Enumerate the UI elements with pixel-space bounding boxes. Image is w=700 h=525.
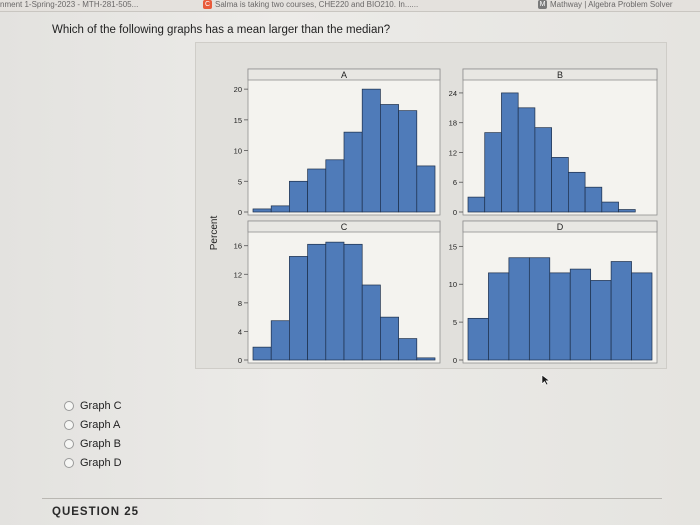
panel-d-ytick-label: 10 xyxy=(449,280,457,289)
panel-a-bar xyxy=(270,205,290,213)
option-label: Graph C xyxy=(80,399,122,412)
browser-tab-mathway[interactable]: M Mathway | Algebra Problem Solver xyxy=(538,0,673,10)
panel-c-bar xyxy=(343,243,363,361)
panel-d-strip xyxy=(462,220,658,233)
option-label: Graph A xyxy=(80,418,121,431)
option-graph-c[interactable]: Graph C xyxy=(64,396,122,415)
panel-c-bar xyxy=(361,284,381,361)
panel-b-strip xyxy=(462,68,658,81)
panel-a-ytick-label: 5 xyxy=(238,177,242,186)
panel-b-bar xyxy=(501,92,519,213)
panel-d-ytick-label: 5 xyxy=(453,318,457,327)
panel-c-bar xyxy=(270,320,290,361)
panel-b-ytick-label: 0 xyxy=(453,208,457,217)
panel-d-bar xyxy=(549,272,571,361)
panel-d-bar xyxy=(631,272,653,361)
option-label: Graph B xyxy=(80,437,121,450)
panel-d-bar xyxy=(590,280,612,361)
panel-d-bar xyxy=(488,272,510,361)
panel-b-bar xyxy=(484,132,502,213)
panel-b-bar xyxy=(551,157,569,213)
radio-button[interactable] xyxy=(64,419,74,430)
panel-a-ytick-label: 0 xyxy=(238,208,242,217)
panel-a-bar xyxy=(380,104,399,213)
panel-a-bar xyxy=(398,110,418,213)
browser-tab-assignment[interactable]: nment 1-Spring-2023 - MTH-281-505... xyxy=(0,0,138,10)
panel-b-bar xyxy=(584,186,603,213)
y-axis-label: Percent xyxy=(209,216,220,251)
panel-b-bar xyxy=(467,196,486,213)
panel-c-strip xyxy=(247,220,441,233)
panel-a-bar xyxy=(416,165,436,213)
panel-c-bar xyxy=(398,338,418,361)
radio-button[interactable] xyxy=(64,438,74,449)
panel-c-bar xyxy=(252,346,272,361)
panel-d-bar xyxy=(528,257,551,361)
panel-a-title: A xyxy=(341,70,347,80)
panel-a-bar xyxy=(343,131,363,213)
panel-b-bar xyxy=(618,209,636,213)
histogram-figure: Percent A 0 5 10 15 20 B 0 6 12 18 24 C 0 4 8 12 16 D 0 5 10 1… xyxy=(195,42,667,369)
panel-b-bar xyxy=(568,171,586,213)
section-divider xyxy=(42,498,662,499)
mathway-icon: M xyxy=(538,0,547,9)
panel-c-ytick-label: 12 xyxy=(234,270,242,279)
tab-label: Mathway | Algebra Problem Solver xyxy=(550,0,673,9)
answer-options: Graph C Graph A Graph B Graph D xyxy=(64,396,122,472)
panel-c-ytick-label: 8 xyxy=(238,299,242,308)
panel-c-bar xyxy=(416,357,436,361)
panel-b-title: B xyxy=(557,70,563,80)
radio-button[interactable] xyxy=(64,457,74,468)
question-text: Which of the following graphs has a mean… xyxy=(52,24,391,36)
panel-a-bar xyxy=(307,168,327,213)
option-graph-d[interactable]: Graph D xyxy=(64,453,122,472)
panel-b-ytick-label: 18 xyxy=(449,119,457,128)
panel-d-bar xyxy=(467,317,489,361)
panel-a-strip xyxy=(247,68,441,81)
panel-c-bar xyxy=(380,316,399,361)
panel-b-ytick-label: 24 xyxy=(449,89,457,98)
panel-a-bar xyxy=(325,159,345,213)
panel-d-bar xyxy=(508,257,530,361)
panel-b-ytick-label: 6 xyxy=(453,178,457,187)
panel-c-title: C xyxy=(341,222,348,232)
panel-a-bar xyxy=(289,180,308,213)
option-graph-a[interactable]: Graph A xyxy=(64,415,122,434)
browser-tab-bar: nment 1-Spring-2023 - MTH-281-505... C Sa… xyxy=(0,0,700,12)
panel-a-ytick-label: 15 xyxy=(234,116,242,125)
radio-button[interactable] xyxy=(64,400,74,411)
panel-c-bar xyxy=(307,243,327,361)
panel-c-ytick-label: 4 xyxy=(238,327,242,336)
panel-d-ytick-label: 0 xyxy=(453,356,457,365)
panel-b-ytick-label: 12 xyxy=(449,148,457,157)
panel-b-bar xyxy=(534,127,552,213)
panel-a-bar xyxy=(252,208,272,213)
panel-c-bar xyxy=(325,241,345,361)
panel-b-bar xyxy=(601,201,619,213)
panel-b-bar xyxy=(517,107,536,213)
chegg-icon: C xyxy=(203,0,212,9)
option-label: Graph D xyxy=(80,456,122,469)
panel-a-ytick-label: 20 xyxy=(234,85,242,94)
panel-d-ytick-label: 15 xyxy=(449,242,457,251)
tab-label: Salma is taking two courses, CHE220 and … xyxy=(215,0,419,9)
option-graph-b[interactable]: Graph B xyxy=(64,434,122,453)
panel-a-ytick-label: 10 xyxy=(234,147,242,156)
mouse-cursor-icon xyxy=(541,374,551,386)
panel-c-bar xyxy=(289,256,308,361)
panel-d-title: D xyxy=(557,222,564,232)
quiz-page: Which of the following graphs has a mean… xyxy=(0,12,700,525)
panel-c-ytick-label: 0 xyxy=(238,356,242,365)
browser-tab-chegg[interactable]: C Salma is taking two courses, CHE220 and… xyxy=(203,0,418,10)
question-number: QUESTION 25 xyxy=(52,506,140,518)
panel-c-ytick-label: 16 xyxy=(234,242,242,251)
panel-d-bar xyxy=(610,261,632,361)
panel-a-bar xyxy=(361,88,381,213)
panel-d-bar xyxy=(569,268,592,361)
histogram-grid: Percent A 0 5 10 15 20 B 0 6 12 18 24 C 0 4 8 12 16 D 0 5 10 1… xyxy=(209,68,658,365)
tab-label: nment 1-Spring-2023 - MTH-281-505... xyxy=(0,0,139,9)
